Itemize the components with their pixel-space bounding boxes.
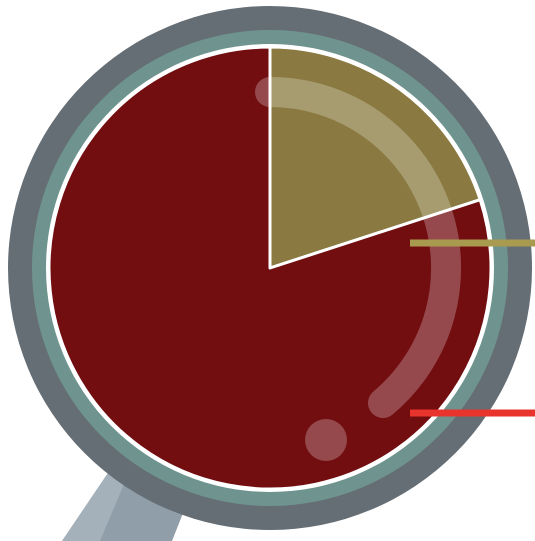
lens-glare-dot	[305, 419, 347, 461]
handle-shine	[62, 470, 130, 541]
pie-slice	[47, 45, 493, 491]
lens-glare	[255, 77, 462, 418]
pie	[47, 45, 493, 491]
pie-slice	[268, 45, 482, 270]
